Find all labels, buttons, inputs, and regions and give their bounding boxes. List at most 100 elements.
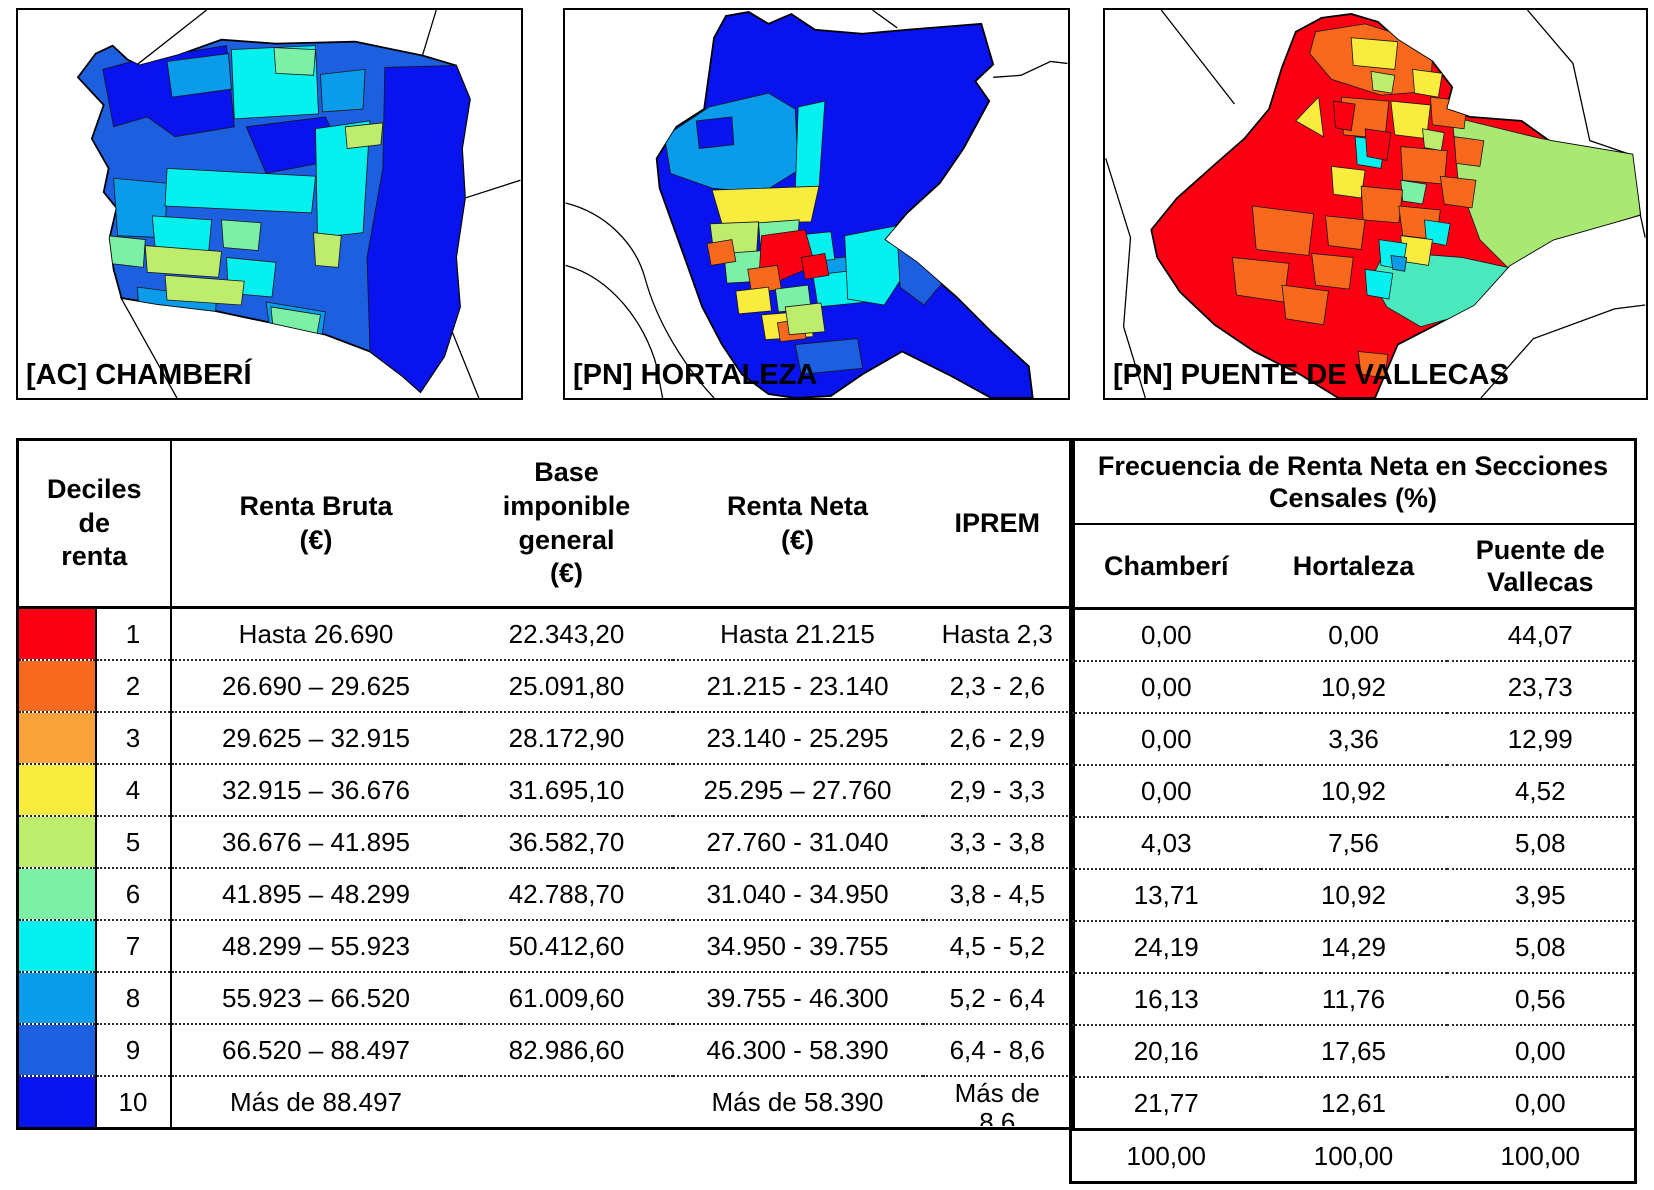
hortaleza-value: 14,29 <box>1260 920 1447 973</box>
map-label-vallecas: [PN] PUENTE DE VALLECAS <box>1113 359 1509 391</box>
header-renta-neta: Renta Neta (€) <box>672 439 923 609</box>
decile-number: 4 <box>95 763 172 816</box>
base-imponible-value: 31.695,10 <box>460 763 673 816</box>
hortaleza-value: 7,56 <box>1260 816 1447 869</box>
frequency-table: Frecuencia de Renta Neta en Secciones Ce… <box>1069 438 1637 1184</box>
renta-bruta-value: Hasta 26.690 <box>238 618 394 649</box>
decile-color-swatch <box>17 659 97 712</box>
freq-row: 4,03 7,56 5,08 <box>1070 816 1636 869</box>
iprem-value: 2,6 - 2,9 <box>922 711 1074 764</box>
table-row: 4 32.915 – 36.676 31.695,10 25.295 – 27.… <box>17 763 1074 816</box>
header-base-imponible: Base imponible general (€) <box>460 439 673 609</box>
hortaleza-census-sections <box>664 92 955 375</box>
road-line <box>119 296 178 398</box>
header-iprem: IPREM <box>922 439 1074 609</box>
chamberi-total: 100,00 <box>1070 1128 1261 1183</box>
header-renta-bruta: Renta Bruta (€) <box>170 439 461 609</box>
chamberi-value: 16,13 <box>1070 972 1261 1025</box>
renta-bruta-value: 29.625 – 32.915 <box>170 711 461 764</box>
decile-color-swatch <box>17 763 97 816</box>
map-label-chamberi: [AC] CHAMBERÍ <box>26 359 252 391</box>
freq-row: 21,77 12,61 0,00 <box>1070 1076 1636 1130</box>
renta-bruta-value: 41.895 – 48.299 <box>170 867 461 920</box>
chamberi-value: 13,71 <box>1070 868 1261 921</box>
freq-row: 0,00 0,00 44,07 <box>1071 609 1636 662</box>
table-header-row: Deciles de renta Renta Bruta (€) Base im… <box>17 439 1074 609</box>
hortaleza-choropleth-map <box>565 10 1068 398</box>
renta-neta-value: 21.215 - 23.140 <box>672 659 923 712</box>
freq-row: 0,00 3,36 12,99 <box>1070 712 1636 765</box>
chamberi-value: 0,00 <box>1070 764 1261 817</box>
table-row: 6 41.895 – 48.299 42.788,70 31.040 - 34.… <box>17 867 1074 920</box>
renta-neta-value: Más de 58.390 <box>672 1075 923 1129</box>
iprem-value: 5,2 - 6,4 <box>922 971 1074 1024</box>
renta-bruta-value: 48.299 – 55.923 <box>170 919 461 972</box>
freq-row: 13,71 10,92 3,95 <box>1070 868 1636 921</box>
renta-neta-value: 46.300 - 58.390 <box>672 1023 923 1076</box>
chamberi-value: 0,00 <box>1140 619 1192 650</box>
road-line <box>1480 304 1646 398</box>
decile-number: 10 <box>95 1075 172 1129</box>
decile-number: 6 <box>95 867 172 920</box>
header-deciles: Deciles de renta <box>17 439 172 609</box>
freq-row: 20,16 17,65 0,00 <box>1070 1024 1636 1077</box>
renta-neta-value: Hasta 21.215 <box>720 618 875 649</box>
vallecas-value: 12,99 <box>1446 712 1636 765</box>
income-deciles-table: Deciles de renta Renta Bruta (€) Base im… <box>16 438 1076 1130</box>
road-line <box>464 179 521 199</box>
renta-bruta-value: 32.915 – 36.676 <box>170 763 461 816</box>
freq-row: 16,13 11,76 0,56 <box>1070 972 1636 1025</box>
iprem-value: 2,9 - 3,3 <box>922 763 1074 816</box>
vallecas-choropleth-map <box>1105 10 1646 398</box>
hortaleza-value: 10,92 <box>1260 660 1447 713</box>
iprem-value: Más de 8,6 <box>922 1075 1074 1129</box>
renta-neta-value: 39.755 - 46.300 <box>672 971 923 1024</box>
base-imponible-value: 22.343,20 <box>508 618 625 649</box>
base-imponible-value: 25.091,80 <box>460 659 673 712</box>
chamberi-choropleth-map <box>18 10 521 398</box>
vallecas-value: 0,00 <box>1446 1076 1636 1130</box>
chamberi-value: 24,19 <box>1070 920 1261 973</box>
freq-row: 24,19 14,29 5,08 <box>1070 920 1636 973</box>
iprem-value: 6,4 - 8,6 <box>922 1023 1074 1076</box>
iprem-clipped-text: Más de 8,6 <box>954 1078 1040 1126</box>
chamberi-value: 21,77 <box>1070 1076 1261 1130</box>
renta-neta-value: 27.760 - 31.040 <box>672 815 923 868</box>
decile-color-swatch <box>17 971 97 1024</box>
hortaleza-total: 100,00 <box>1260 1128 1447 1183</box>
road-line <box>449 326 480 398</box>
renta-bruta-value: 66.520 – 88.497 <box>170 1023 461 1076</box>
chamberi-census-sections <box>102 45 470 393</box>
renta-neta-value: 23.140 - 25.295 <box>672 711 923 764</box>
hortaleza-value: 10,92 <box>1260 764 1447 817</box>
vallecas-value: 4,52 <box>1446 764 1636 817</box>
base-imponible-value: 42.788,70 <box>460 867 673 920</box>
base-imponible-value: 82.986,60 <box>460 1023 673 1076</box>
vallecas-value: 5,08 <box>1446 816 1636 869</box>
freq-total-row: 100,00 100,00 100,00 <box>1070 1128 1636 1183</box>
base-imponible-value: 61.009,60 <box>460 971 673 1024</box>
renta-bruta-value: 55.923 – 66.520 <box>170 971 461 1024</box>
decile-number: 2 <box>95 659 172 712</box>
vallecas-census-sections <box>1232 23 1641 379</box>
vallecas-total: 100,00 <box>1446 1128 1636 1183</box>
decile-number: 7 <box>95 919 172 972</box>
hortaleza-value: 11,76 <box>1260 972 1447 1025</box>
road-line <box>565 202 715 398</box>
table-row: 10 Más de 88.497 Más de 58.390 Más de 8,… <box>17 1075 1074 1129</box>
base-imponible-value: 28.172,90 <box>460 711 673 764</box>
iprem-value: 2,3 - 2,6 <box>922 659 1074 712</box>
iprem-value: 3,8 - 4,5 <box>922 867 1074 920</box>
road-line <box>1105 158 1146 398</box>
decile-color-swatch <box>17 1023 97 1076</box>
table-row: 1 Hasta 26.690 22.343,20 Hasta 21.215 Ha… <box>17 607 1074 660</box>
freq-row: 0,00 10,92 4,52 <box>1070 764 1636 817</box>
base-imponible-value: 50.412,60 <box>460 919 673 972</box>
chamberi-value: 4,03 <box>1070 816 1261 869</box>
hortaleza-value: 10,92 <box>1260 868 1447 921</box>
renta-neta-value: 34.950 - 39.755 <box>672 919 923 972</box>
renta-neta-value: 25.295 – 27.760 <box>672 763 923 816</box>
decile-color-swatch <box>17 867 97 920</box>
renta-bruta-value: 36.676 – 41.895 <box>170 815 461 868</box>
road-line <box>872 10 898 29</box>
